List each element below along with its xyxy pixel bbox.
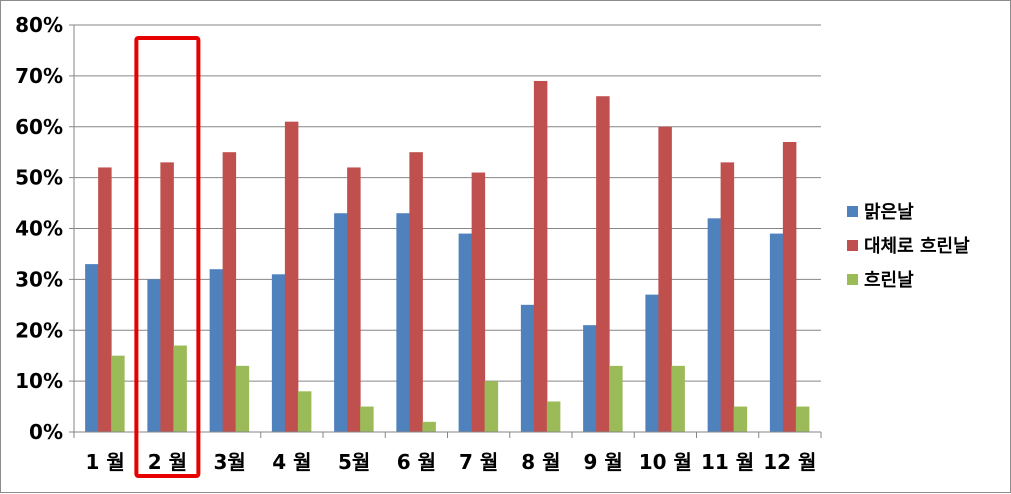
bar-series-3-month-12 [795, 406, 810, 432]
y-tick-label: 10% [15, 369, 63, 393]
x-tick-label: 10 월 [639, 450, 692, 474]
bar-series-1-month-11 [707, 218, 722, 432]
y-axis-tick-labels: 0% 10% 20% 30% 40% 50% 60% 70% 80% [15, 13, 63, 444]
bar-series-1-month-4 [271, 274, 286, 432]
y-tick-label: 50% [15, 166, 63, 190]
x-axis-tick-labels: 1 월 2 월 3월 4 월 5월 6 월 7 월 8 월 9 월 10 월 11 월 12 월 [85, 450, 816, 474]
legend-swatch [847, 240, 858, 251]
legend-swatch [847, 206, 858, 217]
bar-series-3-month-9 [609, 365, 623, 432]
highlight-box [134, 36, 201, 478]
bar-series-2-month-5 [347, 167, 361, 432]
y-tick-label: 30% [15, 267, 63, 291]
bar-series-3-month-11 [733, 406, 748, 432]
bar-series-2-month-11 [720, 162, 735, 433]
y-tick-label: 80% [15, 13, 63, 37]
legend-swatch [847, 274, 858, 285]
bar-series-2-month-4 [284, 121, 299, 432]
bar-series-3-month-6 [422, 421, 436, 432]
bars [85, 80, 810, 433]
x-tick-label: 5월 [338, 450, 370, 474]
bar-series-2-month-2 [160, 162, 174, 433]
bar-series-3-month-8 [546, 401, 561, 432]
x-tick-label: 2 월 [148, 450, 187, 474]
y-tick-label: 0% [29, 420, 63, 444]
bar-series-3-month-1 [111, 355, 125, 432]
y-tick-label: 40% [15, 217, 63, 241]
bar-series-3-month-7 [484, 381, 499, 432]
x-tick-label: 1 월 [85, 450, 124, 474]
bar-series-2-month-8 [533, 80, 548, 433]
bar-series-2-month-10 [658, 126, 672, 432]
bar-series-1-month-6 [396, 213, 410, 432]
y-tick-label: 70% [15, 64, 63, 88]
bar-series-1-month-2 [147, 279, 161, 432]
legend-label: 대체로 흐린날 [864, 236, 970, 257]
x-tick-label: 3월 [213, 450, 245, 474]
bar-series-1-month-12 [769, 233, 784, 432]
x-tick-label: 6 월 [397, 450, 436, 474]
bar-series-3-month-3 [235, 365, 250, 432]
bar-series-1-month-1 [85, 264, 99, 432]
bar-series-2-month-3 [222, 152, 237, 432]
bar-series-2-month-6 [409, 152, 423, 432]
bar-series-2-month-1 [98, 167, 112, 432]
x-tick-label: 9 월 [583, 450, 622, 474]
bar-series-3-month-5 [360, 406, 374, 432]
bar-series-2-month-9 [596, 96, 610, 432]
bar-series-3-month-4 [297, 391, 312, 432]
x-tick-label: 12 월 [763, 450, 816, 474]
bar-series-1-month-3 [209, 269, 224, 432]
bar-series-1-month-7 [458, 233, 473, 432]
bar-series-3-month-10 [671, 365, 685, 432]
y-tick-label: 20% [15, 318, 63, 342]
legend-label: 맑은날 [864, 202, 914, 223]
x-tick-label: 4 월 [272, 450, 311, 474]
bar-series-3-month-2 [173, 345, 187, 432]
bar-series-2-month-12 [782, 142, 797, 432]
bar-series-1-month-9 [583, 325, 597, 432]
bar-series-1-month-5 [334, 213, 348, 432]
x-tick-label: 8 월 [521, 450, 560, 474]
x-tick-label: 7 월 [459, 450, 498, 474]
legend-label: 흐린날 [864, 270, 914, 291]
x-tick-label: 11 월 [701, 450, 754, 474]
highlight-layer [134, 36, 201, 478]
bar-series-2-month-7 [471, 172, 486, 432]
bar-series-1-month-10 [645, 294, 659, 432]
y-tick-label: 60% [15, 115, 63, 139]
bar-series-1-month-8 [520, 304, 535, 432]
